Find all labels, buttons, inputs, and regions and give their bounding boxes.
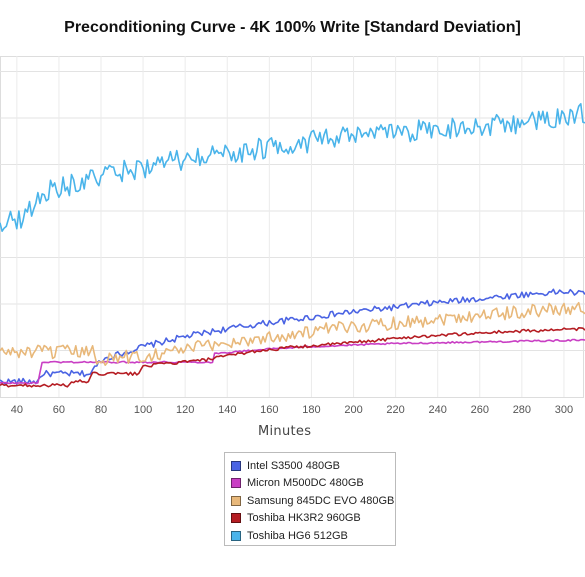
x-tick-label: 180 [302, 404, 320, 416]
legend-item: Micron M500DC 480GB [231, 475, 395, 493]
legend-label: Micron M500DC 480GB [247, 477, 364, 490]
legend-item: Samsung 845DC EVO 480GB [231, 492, 395, 510]
x-tick-label: 280 [513, 404, 531, 416]
legend-swatch [231, 495, 241, 506]
x-tick-label: 80 [95, 404, 107, 416]
legend-swatch [231, 530, 241, 541]
x-tick-label: 200 [344, 404, 362, 416]
line-chart: 40 60 80 100 120 140 160 180 200 220 240 260 280 300 [0, 56, 585, 416]
x-tick-label: 100 [134, 404, 152, 416]
legend-item: Toshiba HK3R2 960GB [231, 510, 395, 528]
x-tick-label: 240 [429, 404, 447, 416]
x-tick-label: 220 [386, 404, 404, 416]
legend: Intel S3500 480GB Micron M500DC 480GB Sa… [224, 452, 396, 546]
legend-item: Toshiba HG6 512GB [231, 527, 395, 545]
x-tick-label: 140 [218, 404, 236, 416]
series-line [0, 326, 585, 388]
x-tick-label: 260 [471, 404, 489, 416]
series-line [0, 338, 585, 385]
x-tick-label: 60 [53, 404, 65, 416]
series-line [0, 103, 585, 232]
legend-label: Samsung 845DC EVO 480GB [247, 494, 395, 507]
x-axis-label: Minutes [258, 424, 312, 439]
legend-label: Toshiba HG6 512GB [247, 529, 348, 542]
series-line [0, 301, 585, 367]
legend-swatch [231, 460, 241, 471]
legend-label: Intel S3500 480GB [247, 459, 340, 472]
legend-swatch [231, 513, 241, 524]
x-tick-label: 40 [11, 404, 23, 416]
x-tick-label: 120 [176, 404, 194, 416]
legend-swatch [231, 478, 241, 489]
legend-item: Intel S3500 480GB [231, 457, 395, 475]
x-tick-label: 160 [260, 404, 278, 416]
legend-label: Toshiba HK3R2 960GB [247, 512, 361, 525]
chart-title: Preconditioning Curve - 4K 100% Write [S… [64, 19, 521, 36]
x-tick-label: 300 [555, 404, 573, 416]
